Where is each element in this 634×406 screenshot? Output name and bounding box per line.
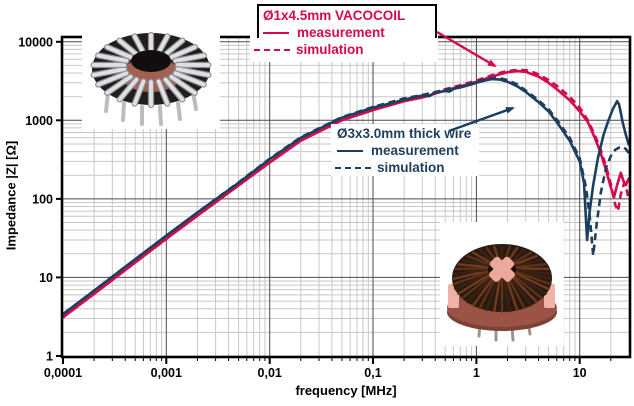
series-vacocoil-measurement: [62, 69, 631, 319]
coil-wire-turns: [90, 31, 212, 109]
coil-center-clip: [489, 256, 515, 282]
thick-wire-coil-photo: [440, 222, 564, 346]
axis-ticks: [56, 40, 612, 364]
coil-wire-turns: [451, 245, 553, 313]
solid-line-swatch: [337, 149, 363, 152]
vacocoil-photo: [82, 17, 220, 129]
x-tick-label: 10: [573, 366, 587, 380]
x-tick-label: 1: [473, 366, 480, 380]
legend-label: measurement: [371, 143, 459, 158]
y-tick-label: 10000: [18, 35, 53, 49]
y-tick-label: 1000: [25, 114, 53, 128]
legend-label: simulation: [296, 42, 364, 57]
coil-legs: [104, 90, 198, 126]
y-tick-label: 100: [32, 192, 53, 206]
legend-vacocoil-measurement: measurement: [263, 24, 438, 41]
x-axis-title: frequency [MHz]: [295, 383, 397, 398]
legend-vacocoil-title: Ø1x4.5mm VACOCOIL: [263, 8, 406, 23]
legend-thickwire-simulation: simulation: [335, 159, 479, 176]
tick-labels: 0,0001 0,001 0,01 0,1 1 10 1 10 100 1000 10000: [18, 35, 586, 380]
series-thickwire-measurement: [62, 77, 631, 316]
dashed-line-swatch: [254, 48, 290, 51]
legend-thickwire: Ø3x3.0mm thick wire measurement simulati…: [331, 124, 479, 176]
y-tick-label: 1: [46, 350, 53, 364]
legend-label: simulation: [377, 160, 445, 175]
dashed-line-swatch: [335, 166, 371, 169]
x-tick-label: 0,1: [364, 366, 381, 380]
coil-winding-body: [452, 244, 552, 312]
legend-label: measurement: [297, 25, 385, 40]
legend-thickwire-title: Ø3x3.0mm thick wire: [337, 126, 472, 141]
solid-line-swatch: [263, 31, 289, 34]
y-axis-title: Impedance |Z| [Ω]: [3, 140, 19, 251]
x-tick-label: 0,001: [151, 366, 182, 380]
y-tick-label: 10: [39, 271, 53, 285]
coil-center-hole: [131, 50, 171, 72]
legend-vacocoil-simulation: simulation: [254, 41, 438, 58]
x-tick-label: 0,0001: [44, 366, 82, 380]
legend-vacocoil: Ø1x4.5mm VACOCOIL measurement simulation: [250, 4, 438, 62]
legend-thickwire-measurement: measurement: [337, 142, 479, 159]
x-tick-label: 0,01: [258, 366, 282, 380]
series-curves: [62, 68, 631, 319]
